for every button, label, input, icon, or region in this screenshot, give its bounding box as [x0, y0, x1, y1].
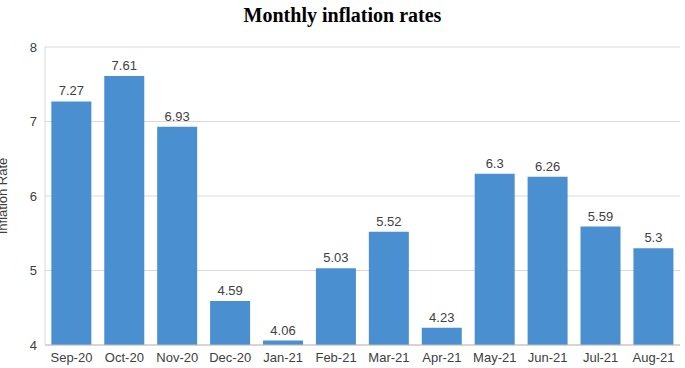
svg-text:Nov-20: Nov-20	[156, 350, 198, 365]
svg-text:Apr-21: Apr-21	[422, 350, 461, 365]
svg-text:Sep-20: Sep-20	[50, 350, 92, 365]
svg-text:Feb-21: Feb-21	[315, 350, 356, 365]
svg-text:4: 4	[30, 338, 37, 353]
svg-text:6.26: 6.26	[535, 159, 560, 174]
svg-text:7.27: 7.27	[59, 83, 84, 98]
svg-text:5.59: 5.59	[588, 209, 613, 224]
svg-text:7: 7	[30, 114, 37, 129]
svg-text:7.61: 7.61	[112, 58, 137, 73]
svg-text:Jan-21: Jan-21	[263, 350, 303, 365]
svg-text:Mar-21: Mar-21	[368, 350, 409, 365]
svg-text:Dec-20: Dec-20	[209, 350, 251, 365]
svg-text:Aug-21: Aug-21	[633, 350, 675, 365]
svg-text:5.3: 5.3	[644, 230, 662, 245]
svg-text:Jul-21: Jul-21	[583, 350, 618, 365]
svg-text:4.59: 4.59	[217, 283, 242, 298]
svg-text:Jun-21: Jun-21	[528, 350, 568, 365]
svg-text:5: 5	[30, 263, 37, 278]
svg-text:Oct-20: Oct-20	[105, 350, 144, 365]
svg-text:5.03: 5.03	[323, 250, 348, 265]
svg-text:6.93: 6.93	[165, 109, 190, 124]
svg-text:8: 8	[30, 40, 37, 55]
html-text:Monthly inflation rates: Monthly inflation rates	[243, 4, 442, 26]
svg-text:6: 6	[30, 189, 37, 204]
svg-text:6.3: 6.3	[486, 156, 504, 171]
svg-text:4.06: 4.06	[270, 323, 295, 338]
svg-text:4.23: 4.23	[429, 310, 454, 325]
svg-text:May-21: May-21	[473, 350, 516, 365]
svg-text:5.52: 5.52	[376, 214, 401, 229]
svg-text:Inflation Rate: Inflation Rate	[8, 158, 10, 235]
